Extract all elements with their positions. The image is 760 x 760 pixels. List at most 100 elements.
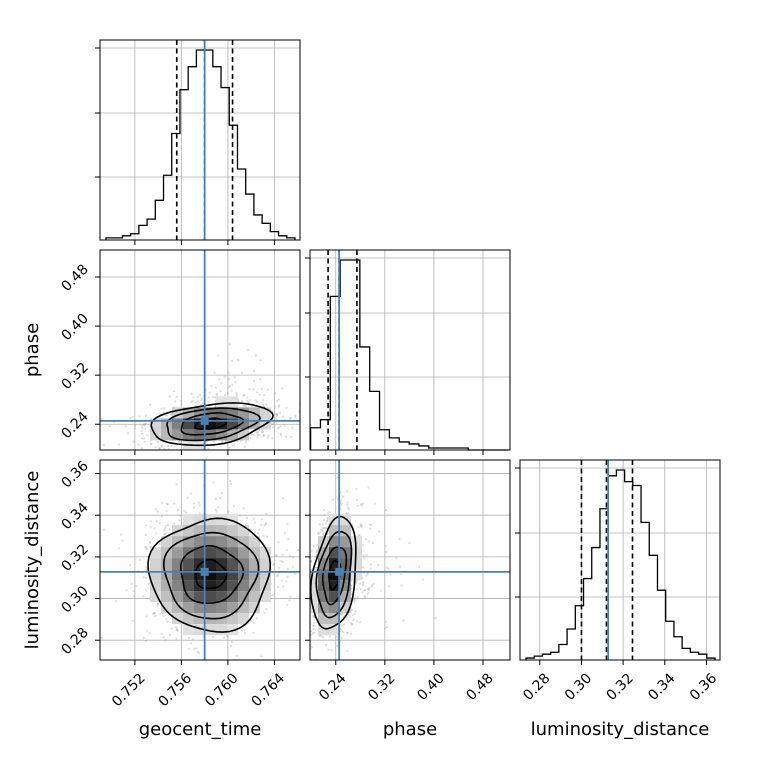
scatter-point: [255, 431, 258, 434]
density-bin: [238, 418, 249, 430]
scatter-point: [165, 618, 168, 621]
density-bin: [172, 418, 183, 430]
density-bin: [227, 418, 238, 430]
density-bin: [310, 580, 318, 592]
scatter-point: [178, 440, 181, 443]
scatter-point: [257, 429, 260, 432]
scatter-point: [257, 433, 260, 437]
density-bin: [150, 558, 161, 570]
density-bin: [238, 547, 249, 559]
density-bin: [340, 525, 351, 537]
scatter-point: [160, 444, 164, 447]
scatter-point: [369, 527, 372, 530]
histogram-luminosity_distance: [525, 469, 716, 660]
scatter-point: [316, 543, 319, 547]
scatter-point: [175, 637, 178, 640]
density-bin: [216, 536, 227, 548]
density-bin: [329, 547, 340, 559]
scatter-point: [400, 573, 403, 576]
scatter-point: [218, 456, 220, 458]
scatter-point: [125, 589, 128, 592]
scatter-point: [366, 592, 370, 595]
contour-level-0: [194, 417, 228, 430]
scatter-point: [223, 375, 226, 378]
scatter-point: [239, 514, 242, 517]
scatter-point: [155, 532, 158, 535]
scatter-point: [358, 534, 361, 537]
scatter-point: [164, 524, 167, 527]
scatter-point: [281, 553, 284, 557]
scatter-point: [260, 430, 263, 434]
hist-frame-phase: [309, 249, 511, 451]
scatter-point: [180, 441, 183, 444]
scatter-point: [249, 528, 252, 531]
scatter-point: [310, 633, 313, 636]
scatter-point: [272, 564, 275, 567]
scatter-point: [196, 650, 199, 654]
scatter-point: [228, 343, 231, 346]
density-bin: [227, 624, 238, 636]
x-tick-label-luminosity_distance-2: 0.32: [604, 670, 637, 703]
density-bin: [238, 429, 249, 441]
density-bin: [227, 547, 238, 559]
scatter-point: [293, 572, 296, 575]
scatter-point: [341, 613, 344, 616]
density-bin: [227, 569, 238, 581]
scatter-point: [285, 406, 288, 409]
scatter-point: [373, 502, 377, 505]
scatter-point: [282, 415, 285, 418]
scatter-point: [300, 509, 302, 511]
scatter-point: [276, 574, 279, 578]
x-tick-label-luminosity_distance-3: 0.34: [645, 670, 678, 703]
scatter-point: [280, 434, 283, 437]
scatter-point: [379, 589, 382, 592]
scatter-point: [149, 443, 152, 446]
scatter-point: [286, 522, 289, 526]
density-bin: [183, 602, 194, 614]
scatter-point: [168, 634, 171, 637]
scatter-point: [256, 391, 259, 394]
density-bin: [205, 580, 216, 592]
scatter-point: [285, 435, 288, 438]
scatter-point: [292, 555, 295, 559]
scatter-point: [190, 401, 193, 404]
scatter-point: [350, 632, 353, 636]
scatter-point: [212, 396, 215, 399]
scatter-point: [239, 440, 242, 443]
hist-frame-geocent_time: [99, 39, 301, 241]
density-bin: [340, 536, 351, 548]
density-bin: [216, 569, 227, 581]
scatter-point: [311, 632, 314, 635]
density-bin: [172, 580, 183, 592]
scatter-point: [367, 486, 370, 489]
scatter-point: [321, 529, 324, 532]
scatter-point: [362, 554, 365, 557]
scatter-point: [304, 616, 306, 618]
scatter-point: [294, 416, 297, 419]
scatter-point: [242, 394, 245, 397]
scatter-point: [150, 520, 153, 523]
density-bin: [194, 624, 205, 636]
scatter-point: [367, 587, 371, 590]
density-bin: [216, 580, 227, 592]
scatter-point: [252, 517, 255, 520]
scatter-point: [356, 504, 359, 507]
scatter-point: [256, 433, 259, 436]
scatter-point: [154, 612, 157, 615]
density-bin: [194, 536, 205, 548]
scatter-point: [274, 554, 278, 557]
scatter-point: [228, 446, 231, 449]
density-bin: [238, 407, 249, 419]
scatter-point: [365, 553, 368, 557]
scatter-point: [258, 393, 261, 396]
density-bin: [227, 591, 238, 603]
scatter-point: [358, 621, 361, 624]
scatter-point: [319, 671, 321, 673]
scatter-point: [142, 457, 144, 459]
scatter-point: [361, 584, 364, 587]
scatter-point: [141, 447, 144, 450]
scatter-point: [276, 414, 279, 417]
scatter-point: [250, 405, 253, 408]
scatter-point: [359, 525, 362, 528]
scatter-point: [144, 639, 147, 642]
